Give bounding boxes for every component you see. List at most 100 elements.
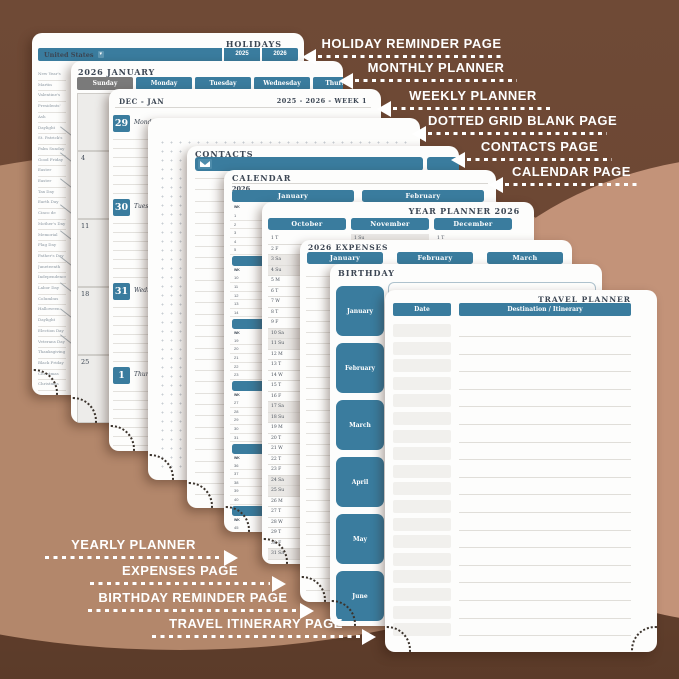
travel-entry-line — [459, 512, 631, 513]
travel-date-cell — [393, 605, 451, 619]
travel-col-date: Date — [393, 303, 451, 316]
dashed-line — [412, 125, 607, 142]
travel-date-cell — [393, 588, 451, 601]
month-button-march: March — [487, 252, 563, 264]
weekday-header-tuesday: Tuesday — [195, 77, 251, 90]
holiday-item: Cinco de Mayo — [38, 208, 66, 220]
holiday-item: Easter Monday — [38, 176, 66, 188]
dashed-line — [45, 549, 238, 566]
holiday-item: St. Patrick's Day — [38, 133, 66, 145]
country-bar: United States ▾ 2025 2026 — [38, 48, 298, 61]
arrow-left-icon — [377, 100, 391, 117]
annotation-dotted-grid: DOTTED GRID BLANK PAGE — [412, 113, 618, 142]
annotation-label: DOTTED GRID BLANK PAGE — [428, 113, 618, 128]
travel-title: TRAVEL PLANNER — [538, 295, 631, 304]
holiday-item: Flag Day — [38, 240, 66, 252]
annotation-label: HOLIDAY REMINDER PAGE — [321, 36, 502, 51]
travel-entry-line — [459, 406, 631, 408]
contacts-title: CONTACTS — [195, 149, 254, 159]
travel-date-cell — [393, 623, 451, 637]
month-button-february: February — [362, 190, 484, 202]
holiday-item: Thanksgiving Day — [38, 347, 66, 359]
arrow-right-icon — [224, 549, 238, 566]
holiday-item: Palm Sunday — [38, 144, 66, 156]
travel-date-cell — [393, 376, 451, 390]
expenses-title: 2026 EXPENSES — [308, 243, 389, 252]
arrow-right-icon — [300, 602, 314, 619]
month-button-october: October — [268, 218, 346, 230]
travel-entry-line — [459, 600, 631, 601]
corner-arc — [300, 576, 326, 602]
annotation-expenses: EXPENSES PAGE — [90, 563, 286, 592]
holiday-item: Valentine's Day — [38, 90, 66, 103]
chevron-down-icon: ▾ — [97, 51, 105, 58]
year-tab-2026: 2026 — [260, 48, 298, 61]
travel-entry-line — [459, 547, 631, 549]
travel-date-cell — [393, 359, 451, 373]
dashed-line — [90, 575, 286, 592]
travel-entry-line — [459, 617, 631, 619]
holiday-item: Labor Day — [38, 283, 66, 295]
travel-date-cell — [393, 412, 451, 425]
calendar-title: CALENDAR — [232, 173, 292, 183]
holiday-item: Earth Day — [38, 197, 66, 210]
travel-date-cell — [393, 464, 451, 478]
dashed-line — [451, 151, 612, 168]
annotation-holiday-reminder: HOLIDAY REMINDER PAGE — [302, 36, 505, 65]
holiday-item: Daylight Saving Ends — [38, 315, 66, 327]
annotation-travel-itinerary: TRAVEL ITINERARY PAGE — [152, 616, 376, 645]
dashed-line — [152, 628, 376, 645]
holiday-item: Father's Day — [38, 251, 66, 263]
holiday-item: Presidents' Day — [38, 101, 66, 113]
corner-arc — [631, 626, 657, 652]
arrow-left-icon — [451, 151, 465, 168]
travel-entry-line — [459, 388, 631, 390]
holiday-item: Juneteenth — [38, 262, 66, 274]
weekday-header-sunday: Sunday — [77, 77, 133, 90]
holiday-item: Easter Sunday — [38, 165, 66, 177]
weekday-header-monday: Monday — [136, 77, 192, 90]
travel-date-cell — [393, 324, 451, 337]
annotation-calendar: CALENDAR PAGE — [489, 164, 638, 193]
month-button-february: February — [397, 252, 473, 264]
dashed-line — [489, 176, 638, 193]
dashed-line — [302, 48, 505, 65]
travel-planner-page: TRAVEL PLANNER Date Destination / Itiner… — [385, 290, 657, 652]
annotation-label: EXPENSES PAGE — [121, 563, 239, 578]
arrow-right-icon — [272, 575, 286, 592]
annotation-label: TRAVEL ITINERARY PAGE — [169, 616, 343, 631]
weekly-date-badge: 1 — [113, 367, 130, 384]
travel-date-cell — [393, 535, 451, 549]
travel-date-cell — [393, 394, 451, 408]
holiday-item: Veterans Day — [38, 337, 66, 349]
holiday-item: Black Friday — [38, 358, 66, 370]
dashed-line — [88, 602, 314, 619]
annotation-label: BIRTHDAY REMINDER PAGE — [98, 590, 288, 605]
travel-entry-line — [459, 336, 631, 337]
travel-entry-line — [459, 353, 631, 355]
birthday-tab-february: February — [336, 343, 384, 393]
birthday-title: BIRTHDAY — [338, 268, 395, 278]
travel-date-cell — [393, 482, 451, 496]
month-button-november: November — [351, 218, 429, 230]
year-tab-2025: 2025 — [222, 48, 260, 61]
travel-entry-line — [459, 494, 631, 496]
envelope-icon — [198, 159, 212, 169]
holiday-item: Memorial Day — [38, 230, 66, 242]
travel-entry-line — [459, 441, 631, 443]
travel-date-cell — [393, 500, 451, 513]
arrow-left-icon — [302, 48, 316, 65]
birthday-tab-january: January — [336, 286, 384, 336]
arrow-left-icon — [339, 72, 353, 89]
arrow-left-icon — [412, 125, 426, 142]
wk-label: WK — [234, 330, 240, 335]
month-button-december: December — [434, 218, 512, 230]
birthday-tab-march: March — [336, 400, 384, 450]
weekly-day-label: Tuesday — [134, 203, 160, 210]
arrow-right-icon — [362, 628, 376, 645]
annotation-weekly-planner: WEEKLY PLANNER — [377, 88, 553, 117]
travel-date-cell — [393, 341, 451, 355]
travel-col-destination: Destination / Itinerary — [459, 303, 631, 316]
holiday-item: Martin Luther King Day — [38, 80, 66, 92]
